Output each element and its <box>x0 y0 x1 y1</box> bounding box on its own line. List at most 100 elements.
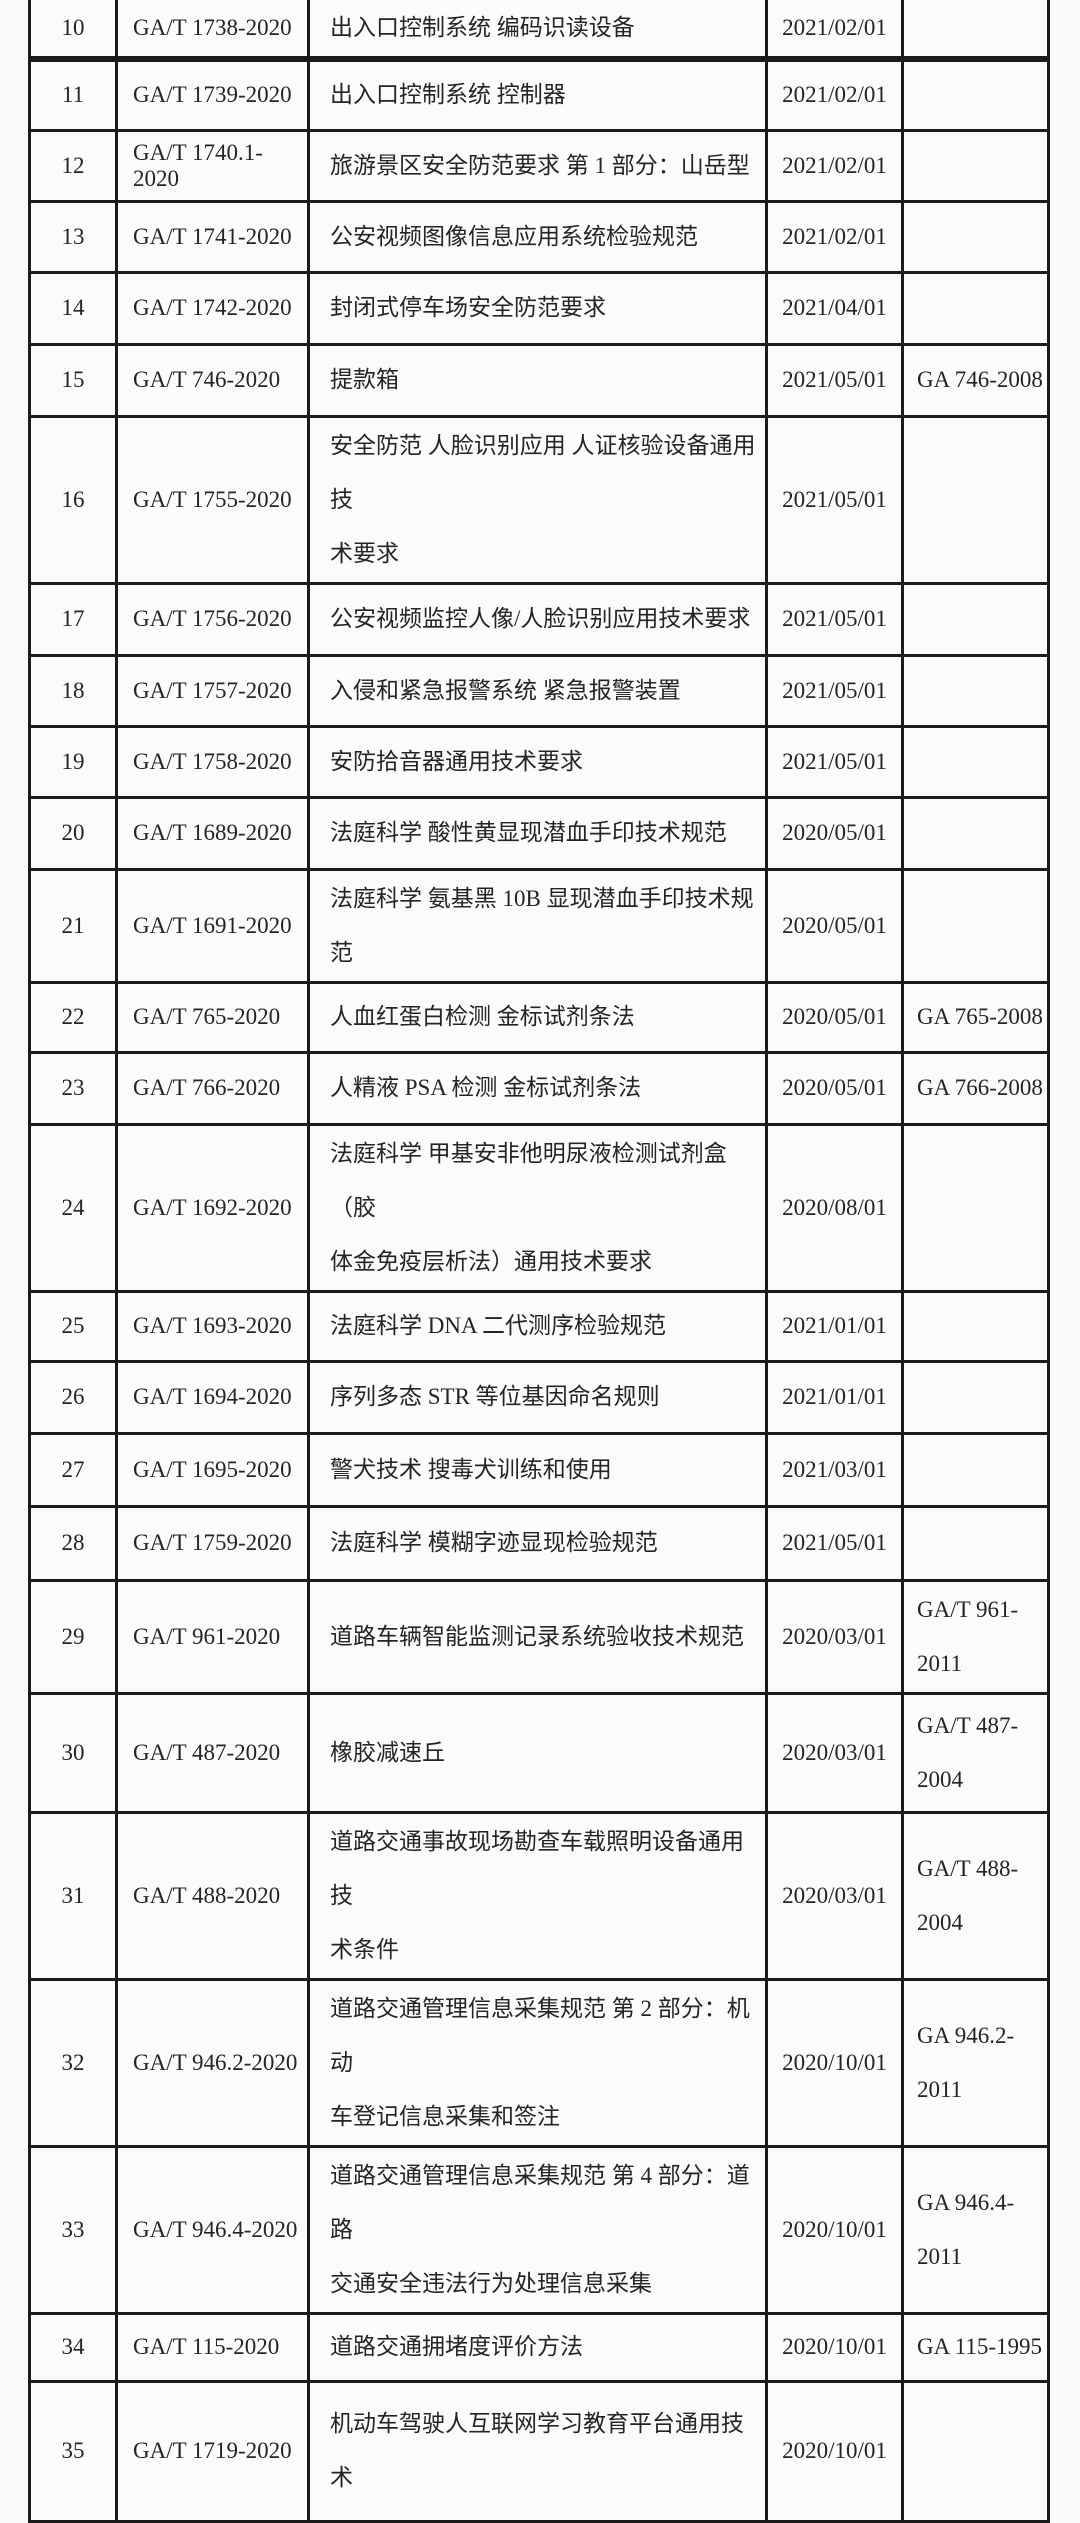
standards-table-row: 24 GA/T 1692-2020 法庭科学 甲基安非他明尿液检测试剂盒（胶 体金免… <box>28 1122 1050 1293</box>
standard-name-cell: 出入口控制系统 控制器 <box>307 57 768 132</box>
replaced-standard-cell: GA 766-2008 <box>901 1050 1050 1126</box>
standards-table-row: 31 GA/T 488-2020 道路交通事故现场勘查车载照明设备通用技 术条件 20… <box>28 1810 1050 1981</box>
standards-table-row: 19 GA/T 1758-2020 安防拾音器通用技术要求 2021/05/01 <box>28 724 1050 799</box>
standards-table-row: 34 GA/T 115-2020 道路交通拥堵度评价方法 2020/10/01 GA 1… <box>28 2311 1050 2383</box>
standard-code-cell: GA/T 487-2020 <box>115 1691 310 1814</box>
replaced-standard-cell <box>901 1431 1050 1508</box>
standard-name-cell: 道路交通管理信息采集规范 第 2 部分：机动 车登记信息采集和签注 <box>307 1977 768 2148</box>
standard-code-cell: GA/T 1695-2020 <box>115 1431 310 1508</box>
standards-table-body: 10 GA/T 1738-2020 出入口控制系统 编码识读设备 2021/02/01… <box>28 0 1050 2523</box>
replaced-standard-cell <box>901 795 1050 871</box>
standard-code-cell: GA/T 115-2020 <box>115 2311 310 2383</box>
implementation-date-cell: 2020/05/01 <box>765 1050 904 1126</box>
standard-name-cell: 封闭式停车场安全防范要求 <box>307 270 768 346</box>
standards-table: 10 GA/T 1738-2020 出入口控制系统 编码识读设备 2021/02/01… <box>28 0 1050 2523</box>
standards-table-row: 32 GA/T 946.2-2020 道路交通管理信息采集规范 第 2 部分：机动 … <box>28 1977 1050 2148</box>
row-number-cell: 21 <box>28 867 118 984</box>
implementation-date-cell: 2021/05/01 <box>765 653 904 728</box>
row-number-cell: 14 <box>28 270 118 346</box>
standards-table-row: 26 GA/T 1694-2020 序列多态 STR 等位基因命名规则 2021/01… <box>28 1359 1050 1435</box>
standard-name-cell: 公安视频监控人像/人脸识别应用技术要求 <box>307 581 768 657</box>
implementation-date-cell: 2020/08/01 <box>765 1122 904 1293</box>
row-number-cell: 34 <box>28 2311 118 2383</box>
replaced-standard-cell <box>901 128 1050 203</box>
replaced-standard-cell: GA 946.2-2011 <box>901 1977 1050 2148</box>
standards-table-row: 27 GA/T 1695-2020 警犬技术 搜毒犬训练和使用 2021/03/01 <box>28 1431 1050 1508</box>
standard-name-cell: 法庭科学 甲基安非他明尿液检测试剂盒（胶 体金免疫层析法）通用技术要求 <box>307 1122 768 1293</box>
implementation-date-cell: 2021/04/01 <box>765 270 904 346</box>
row-number-cell: 27 <box>28 1431 118 1508</box>
standard-code-cell: GA/T 1738-2020 <box>115 0 310 62</box>
standards-table-row: 12 GA/T 1740.1-2020 旅游景区安全防范要求 第 1 部分：山岳型 2… <box>28 128 1050 203</box>
row-number-cell: 12 <box>28 128 118 203</box>
standard-code-cell: GA/T 766-2020 <box>115 1050 310 1126</box>
replaced-standard-cell <box>901 414 1050 585</box>
row-number-cell: 32 <box>28 1977 118 2148</box>
implementation-date-cell: 2021/03/01 <box>765 1431 904 1508</box>
row-number-cell: 15 <box>28 342 118 418</box>
standards-table-row: 10 GA/T 1738-2020 出入口控制系统 编码识读设备 2021/02/01 <box>28 0 1050 62</box>
standard-code-cell: GA/T 1740.1-2020 <box>115 128 310 203</box>
standards-table-row: 28 GA/T 1759-2020 法庭科学 模糊字迹显现检验规范 2021/05/0… <box>28 1504 1050 1582</box>
standard-name-cell: 道路交通管理信息采集规范 第 4 部分：道路 交通安全违法行为处理信息采集 <box>307 2144 768 2315</box>
replaced-standard-cell <box>901 270 1050 346</box>
implementation-date-cell: 2020/03/01 <box>765 1691 904 1814</box>
row-number-cell: 35 <box>28 2379 118 2523</box>
row-number-cell: 28 <box>28 1504 118 1582</box>
row-number-cell: 11 <box>28 57 118 132</box>
standard-code-cell: GA/T 1689-2020 <box>115 795 310 871</box>
replaced-standard-cell <box>901 199 1050 274</box>
row-number-cell: 13 <box>28 199 118 274</box>
replaced-standard-cell <box>901 1504 1050 1582</box>
standard-name-cell: 序列多态 STR 等位基因命名规则 <box>307 1359 768 1435</box>
standard-code-cell: GA/T 1693-2020 <box>115 1289 310 1363</box>
replaced-standard-cell <box>901 724 1050 799</box>
implementation-date-cell: 2020/10/01 <box>765 1977 904 2148</box>
standard-name-cell: 法庭科学 模糊字迹显现检验规范 <box>307 1504 768 1582</box>
implementation-date-cell: 2021/02/01 <box>765 199 904 274</box>
standards-table-row: 15 GA/T 746-2020 提款箱 2021/05/01 GA 746-2008 <box>28 342 1050 418</box>
implementation-date-cell: 2021/05/01 <box>765 342 904 418</box>
row-number-cell: 24 <box>28 1122 118 1293</box>
implementation-date-cell: 2021/02/01 <box>765 57 904 132</box>
replaced-standard-cell <box>901 581 1050 657</box>
standards-table-row: 22 GA/T 765-2020 人血红蛋白检测 金标试剂条法 2020/05/01 G… <box>28 980 1050 1054</box>
standard-name-cell: 入侵和紧急报警系统 紧急报警装置 <box>307 653 768 728</box>
standard-code-cell: GA/T 946.4-2020 <box>115 2144 310 2315</box>
standard-name-cell: 人精液 PSA 检测 金标试剂条法 <box>307 1050 768 1126</box>
implementation-date-cell: 2020/03/01 <box>765 1810 904 1981</box>
implementation-date-cell: 2020/03/01 <box>765 1578 904 1695</box>
replaced-standard-cell <box>901 653 1050 728</box>
standard-code-cell: GA/T 1755-2020 <box>115 414 310 585</box>
standard-code-cell: GA/T 1691-2020 <box>115 867 310 984</box>
implementation-date-cell: 2021/01/01 <box>765 1359 904 1435</box>
standards-table-row: 23 GA/T 766-2020 人精液 PSA 检测 金标试剂条法 2020/05/… <box>28 1050 1050 1126</box>
standards-table-row: 30 GA/T 487-2020 橡胶减速丘 2020/03/01 GA/T 487- … <box>28 1691 1050 1814</box>
implementation-date-cell: 2020/05/01 <box>765 980 904 1054</box>
document-page: 10 GA/T 1738-2020 出入口控制系统 编码识读设备 2021/02/01… <box>28 0 1050 2523</box>
standards-table-row: 29 GA/T 961-2020 道路车辆智能监测记录系统验收技术规范 2020/03… <box>28 1578 1050 1695</box>
standard-code-cell: GA/T 1719-2020 <box>115 2379 310 2523</box>
standard-name-cell: 安全防范 人脸识别应用 人证核验设备通用技 术要求 <box>307 414 768 585</box>
replaced-standard-cell <box>901 1122 1050 1293</box>
replaced-standard-cell <box>901 57 1050 132</box>
replaced-standard-cell <box>901 2379 1050 2523</box>
row-number-cell: 20 <box>28 795 118 871</box>
standard-code-cell: GA/T 1756-2020 <box>115 581 310 657</box>
replaced-standard-cell: GA 115-1995 <box>901 2311 1050 2383</box>
standard-name-cell: 法庭科学 氨基黑 10B 显现潜血手印技术规范 <box>307 867 768 984</box>
standard-code-cell: GA/T 1759-2020 <box>115 1504 310 1582</box>
standard-code-cell: GA/T 765-2020 <box>115 980 310 1054</box>
replaced-standard-cell: GA/T 488- 2004 <box>901 1810 1050 1981</box>
row-number-cell: 31 <box>28 1810 118 1981</box>
implementation-date-cell: 2020/10/01 <box>765 2379 904 2523</box>
implementation-date-cell: 2020/10/01 <box>765 2144 904 2315</box>
row-number-cell: 22 <box>28 980 118 1054</box>
standards-table-row: 21 GA/T 1691-2020 法庭科学 氨基黑 10B 显现潜血手印技术规范 2… <box>28 867 1050 984</box>
implementation-date-cell: 2020/05/01 <box>765 795 904 871</box>
standards-table-row: 33 GA/T 946.4-2020 道路交通管理信息采集规范 第 4 部分：道路 … <box>28 2144 1050 2315</box>
standards-table-row: 18 GA/T 1757-2020 入侵和紧急报警系统 紧急报警装置 2021/05/… <box>28 653 1050 728</box>
row-number-cell: 18 <box>28 653 118 728</box>
standard-name-cell: 安防拾音器通用技术要求 <box>307 724 768 799</box>
row-number-cell: 25 <box>28 1289 118 1363</box>
